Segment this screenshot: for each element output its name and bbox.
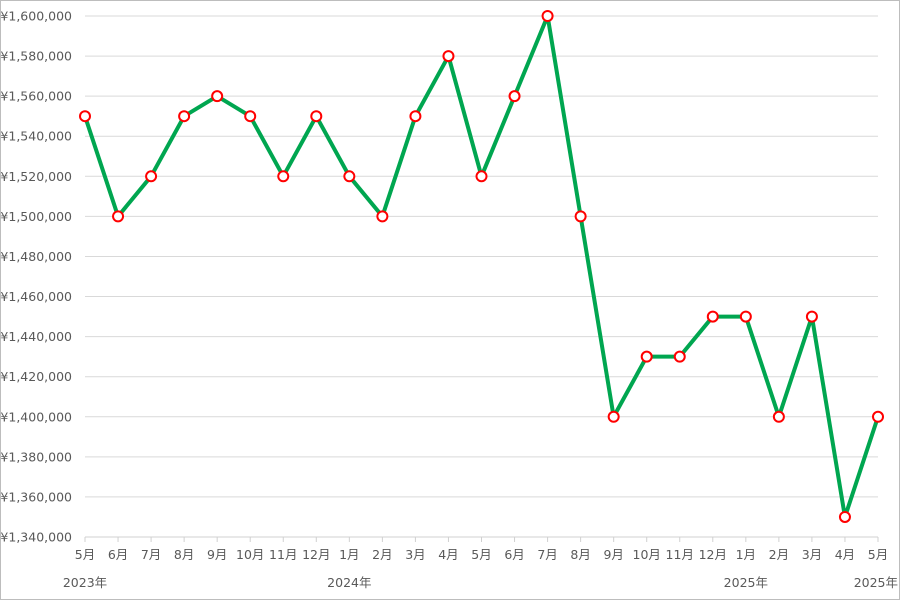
x-tick-label: 1月 [339,547,359,562]
x-tick-label: 2月 [769,547,789,562]
x-tick-label: 7月 [141,547,161,562]
data-point [838,510,851,523]
x-tick-label: 10月 [633,547,661,562]
series-line [83,14,880,519]
data-point [805,310,818,323]
y-tick-label: ¥1,400,000 [1,409,72,424]
data-point [739,310,752,323]
data-point [640,350,653,363]
y-tick-label: ¥1,460,000 [1,289,72,304]
x-tick-label: 9月 [603,547,623,562]
data-point [442,50,455,63]
data-point [872,410,884,423]
x-year-label: 2025年 [724,575,768,590]
x-tick-label: 9月 [207,547,227,562]
y-tick-label: ¥1,600,000 [1,9,72,24]
data-point [673,350,686,363]
data-point [574,210,587,223]
y-tick-label: ¥1,340,000 [1,530,72,545]
x-tick-label: 2月 [372,547,392,562]
data-point [706,310,719,323]
data-point [277,170,290,183]
x-tick-label: 4月 [438,547,458,562]
data-point [376,210,389,223]
x-tick-label: 1月 [736,547,756,562]
data-point [607,410,620,423]
x-tick-label: 10月 [236,547,264,562]
x-tick-label: 5月 [471,547,491,562]
x-tick-label: 11月 [666,547,694,562]
x-year-label: 2024年 [327,575,371,590]
data-point [772,410,785,423]
data-point [343,170,356,183]
x-year-label: 2023年 [63,575,107,590]
y-tick-label: ¥1,500,000 [1,209,72,224]
x-tick-label: 6月 [504,547,524,562]
data-point [508,90,521,103]
y-tick-label: ¥1,480,000 [1,249,72,264]
x-tick-label: 6月 [108,547,128,562]
data-point [310,110,323,123]
x-tick-label: 11月 [269,547,297,562]
x-tick-label: 8月 [174,547,194,562]
data-point [244,110,257,123]
data-point [541,10,554,22]
data-point [475,170,488,183]
y-tick-label: ¥1,540,000 [1,129,72,144]
y-tick-label: ¥1,360,000 [1,489,72,504]
x-tick-label: 12月 [302,547,330,562]
y-tick-label: ¥1,520,000 [1,169,72,184]
y-tick-label: ¥1,580,000 [1,49,72,64]
y-tick-label: ¥1,420,000 [1,369,72,384]
data-point [178,110,191,123]
data-point [79,110,91,123]
x-tick-label: 5月 [868,547,888,562]
y-tick-label: ¥1,380,000 [1,449,72,464]
x-tick-label: 3月 [405,547,425,562]
x-tick-label: 8月 [570,547,590,562]
x-tick-label: 12月 [699,547,727,562]
y-tick-label: ¥1,560,000 [1,89,72,104]
data-point [211,90,224,103]
data-point [112,210,125,223]
x-tick-label: 4月 [835,547,855,562]
x-tick-label: 5月 [75,547,95,562]
data-point [409,110,422,123]
y-tick-label: ¥1,440,000 [1,329,72,344]
x-year-label: 2025年 [854,575,898,590]
data-point [145,170,158,183]
x-tick-label: 7月 [537,547,557,562]
x-tick-label: 3月 [802,547,822,562]
